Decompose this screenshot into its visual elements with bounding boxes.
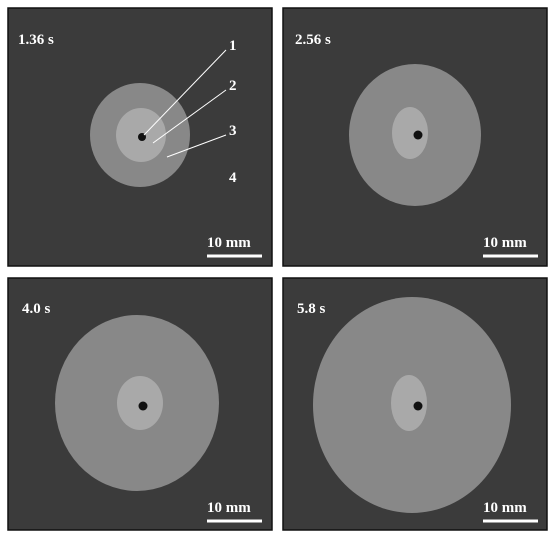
time-label: 2.56 s [295, 32, 331, 48]
scale-label: 10 mm [207, 500, 251, 516]
panel: 5.8 s 10 mm [283, 278, 547, 530]
panel: 1.36 s 1 2 3 4 10 mm [8, 8, 272, 266]
scale-label: 10 mm [483, 500, 527, 516]
scale-label: 10 mm [207, 235, 251, 251]
annotation: 3 [229, 123, 237, 139]
panel: 2.56 s 10 mm [283, 8, 547, 266]
annotation: 4 [229, 170, 237, 186]
annotation: 1 [229, 38, 237, 54]
time-label: 1.36 s [18, 32, 54, 48]
time-label: 5.8 s [297, 301, 326, 317]
time-label: 4.0 s [22, 301, 51, 317]
inner-region [391, 375, 427, 431]
core [139, 402, 148, 411]
annotation: 2 [229, 78, 237, 94]
figure: 1.36 s 1 2 3 4 10 mm 2.56 s 10 mm 4.0 s … [0, 0, 549, 535]
core [414, 402, 423, 411]
inner-region [392, 107, 428, 159]
core [414, 131, 423, 140]
scale-label: 10 mm [483, 235, 527, 251]
panel: 4.0 s 10 mm [8, 278, 272, 530]
